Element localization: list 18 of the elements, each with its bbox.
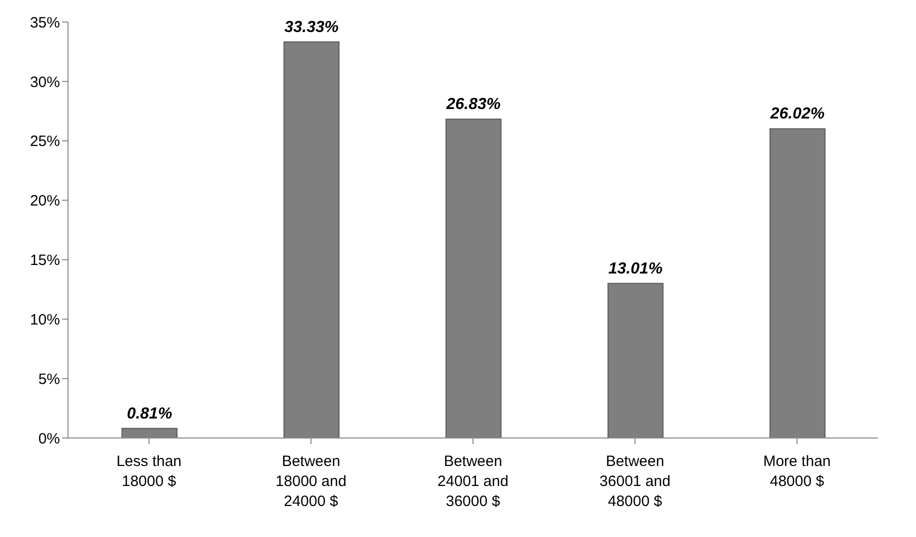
y-tick-label: 30%	[30, 74, 60, 91]
y-tick-label: 15%	[30, 252, 60, 270]
x-tick-label: Between 36001 and 48000 $	[600, 453, 670, 510]
data-label: 26.02%	[769, 106, 825, 123]
y-tick-label: 35%	[30, 14, 60, 32]
data-label: 33.33%	[284, 18, 339, 36]
y-tick-label: 0%	[38, 430, 60, 448]
x-tick-label: Between 18000 and 24000 $	[276, 453, 346, 510]
x-tick-label: Less than 18000 $	[116, 453, 182, 490]
y-tick-label: 5%	[38, 370, 60, 388]
x-tick-label: More than 48000 $	[763, 453, 831, 490]
y-tick-label: 20%	[30, 192, 60, 210]
data-label: 26.83%	[445, 96, 501, 114]
y-tick-label: 10%	[30, 311, 60, 328]
x-tick-label: Between 24001 and 36000 $	[438, 453, 508, 510]
data-label: 13.01%	[608, 260, 663, 278]
y-tick-label: 25%	[30, 133, 60, 150]
data-label: 0.81%	[126, 405, 172, 422]
